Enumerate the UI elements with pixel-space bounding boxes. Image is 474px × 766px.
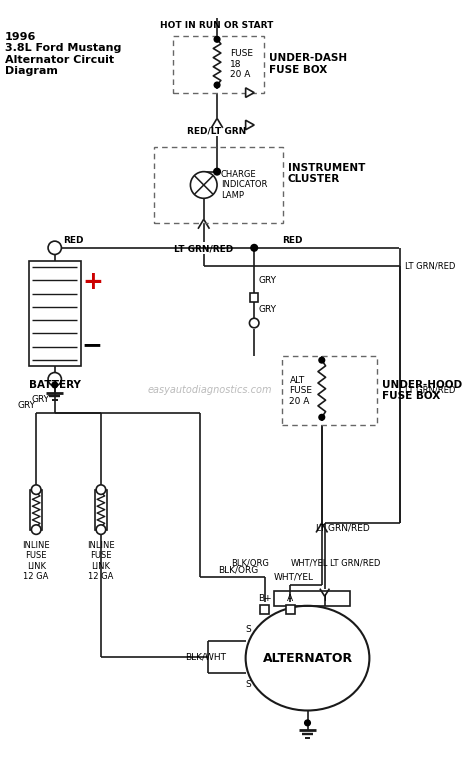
Circle shape	[31, 485, 41, 494]
Circle shape	[305, 720, 310, 725]
Text: GRY: GRY	[17, 401, 35, 411]
Bar	[28, 261, 81, 366]
Text: S: S	[246, 625, 251, 634]
Text: LT GRN/RED: LT GRN/RED	[316, 523, 370, 532]
Text: LT GRN/RED: LT GRN/RED	[174, 244, 233, 254]
Text: RED: RED	[64, 236, 84, 244]
Bar	[260, 605, 269, 614]
Text: RED: RED	[282, 236, 302, 244]
Text: GRY: GRY	[32, 394, 50, 404]
Ellipse shape	[246, 606, 369, 711]
Circle shape	[319, 414, 325, 420]
Circle shape	[31, 525, 41, 535]
Bar	[282, 356, 377, 425]
Text: easyautodiagnostics.com: easyautodiagnostics.com	[147, 385, 272, 394]
Bar	[154, 147, 283, 223]
Text: BLK/ORG: BLK/ORG	[218, 565, 258, 574]
Text: A: A	[287, 594, 293, 603]
Circle shape	[52, 382, 58, 388]
Text: WHT/YEL: WHT/YEL	[273, 573, 313, 581]
Bar	[250, 293, 258, 302]
Text: FUSE
18
20 A: FUSE 18 20 A	[230, 49, 254, 79]
Bar	[274, 591, 350, 606]
Circle shape	[214, 82, 220, 88]
Circle shape	[214, 169, 220, 175]
Bar	[95, 489, 107, 529]
Bar	[173, 35, 264, 93]
Circle shape	[96, 525, 106, 535]
Text: −: −	[82, 333, 103, 357]
Text: ALTERNATOR: ALTERNATOR	[263, 652, 353, 665]
Text: UNDER-HOOD
FUSE BOX: UNDER-HOOD FUSE BOX	[382, 380, 462, 401]
Text: ALT
FUSE
20 A: ALT FUSE 20 A	[290, 375, 312, 405]
Circle shape	[249, 318, 259, 328]
Circle shape	[214, 37, 220, 42]
Text: LT GRN/RED: LT GRN/RED	[405, 261, 455, 270]
Bar	[30, 489, 42, 529]
Text: CHARGE
INDICATOR
LAMP: CHARGE INDICATOR LAMP	[221, 170, 267, 200]
Text: BLK/ORG: BLK/ORG	[231, 558, 269, 568]
Text: WHT/YEL: WHT/YEL	[291, 558, 328, 568]
Text: GRY: GRY	[259, 305, 277, 314]
Polygon shape	[246, 120, 254, 129]
Text: RED/LT GRN: RED/LT GRN	[187, 126, 246, 136]
Circle shape	[48, 241, 62, 254]
Bar	[286, 605, 295, 614]
Text: B+: B+	[258, 594, 272, 603]
Polygon shape	[246, 88, 254, 97]
Text: BATTERY: BATTERY	[29, 380, 81, 390]
Text: GRY: GRY	[259, 276, 277, 285]
Circle shape	[48, 372, 62, 386]
Text: LT GRN/RED: LT GRN/RED	[405, 385, 455, 394]
Text: S: S	[246, 680, 251, 689]
Text: HOT IN RUN OR START: HOT IN RUN OR START	[160, 21, 274, 31]
Text: LT GRN/RED: LT GRN/RED	[330, 558, 381, 568]
Circle shape	[191, 172, 217, 198]
Text: +: +	[82, 270, 103, 294]
Circle shape	[96, 485, 106, 494]
Circle shape	[319, 357, 325, 363]
Circle shape	[251, 244, 257, 251]
Text: 1996
3.8L Ford Mustang
Alternator Circuit
Diagram: 1996 3.8L Ford Mustang Alternator Circui…	[5, 31, 121, 77]
Text: INLINE
FUSE
LINK
12 GA: INLINE FUSE LINK 12 GA	[87, 541, 115, 581]
Text: INLINE
FUSE
LINK
12 GA: INLINE FUSE LINK 12 GA	[22, 541, 50, 581]
Text: UNDER-DASH
FUSE BOX: UNDER-DASH FUSE BOX	[269, 54, 347, 75]
Text: I: I	[323, 594, 326, 603]
Text: INSTRUMENT
CLUSTER: INSTRUMENT CLUSTER	[288, 162, 365, 185]
Text: BLK/WHT: BLK/WHT	[185, 653, 226, 662]
